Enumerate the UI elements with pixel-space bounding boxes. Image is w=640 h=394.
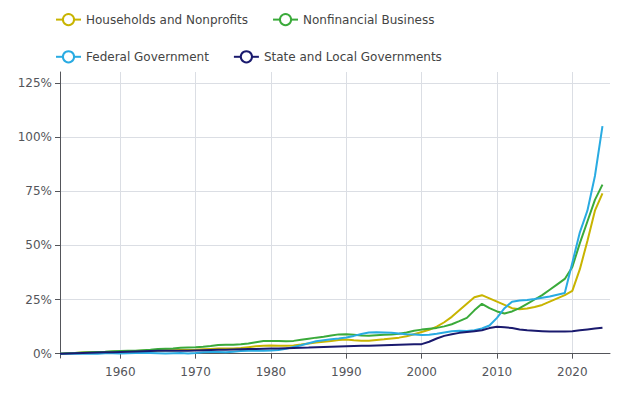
svg-text:2000: 2000 xyxy=(406,365,437,379)
svg-text:25%: 25% xyxy=(25,293,52,307)
svg-text:1990: 1990 xyxy=(331,365,362,379)
svg-text:50%: 50% xyxy=(25,238,52,252)
svg-text:125%: 125% xyxy=(18,76,52,90)
svg-text:100%: 100% xyxy=(18,130,52,144)
svg-text:Households and Nonprofits: Households and Nonprofits xyxy=(86,13,248,27)
svg-text:1960: 1960 xyxy=(105,365,136,379)
svg-text:2010: 2010 xyxy=(482,365,513,379)
svg-text:1980: 1980 xyxy=(256,365,287,379)
svg-text:Nonfinancial Business: Nonfinancial Business xyxy=(303,13,434,27)
svg-text:State and Local Governments: State and Local Governments xyxy=(264,50,442,64)
svg-text:0%: 0% xyxy=(33,347,52,361)
svg-text:2020: 2020 xyxy=(557,365,588,379)
svg-text:Federal Government: Federal Government xyxy=(86,50,209,64)
svg-text:75%: 75% xyxy=(25,184,52,198)
svg-text:1970: 1970 xyxy=(180,365,211,379)
